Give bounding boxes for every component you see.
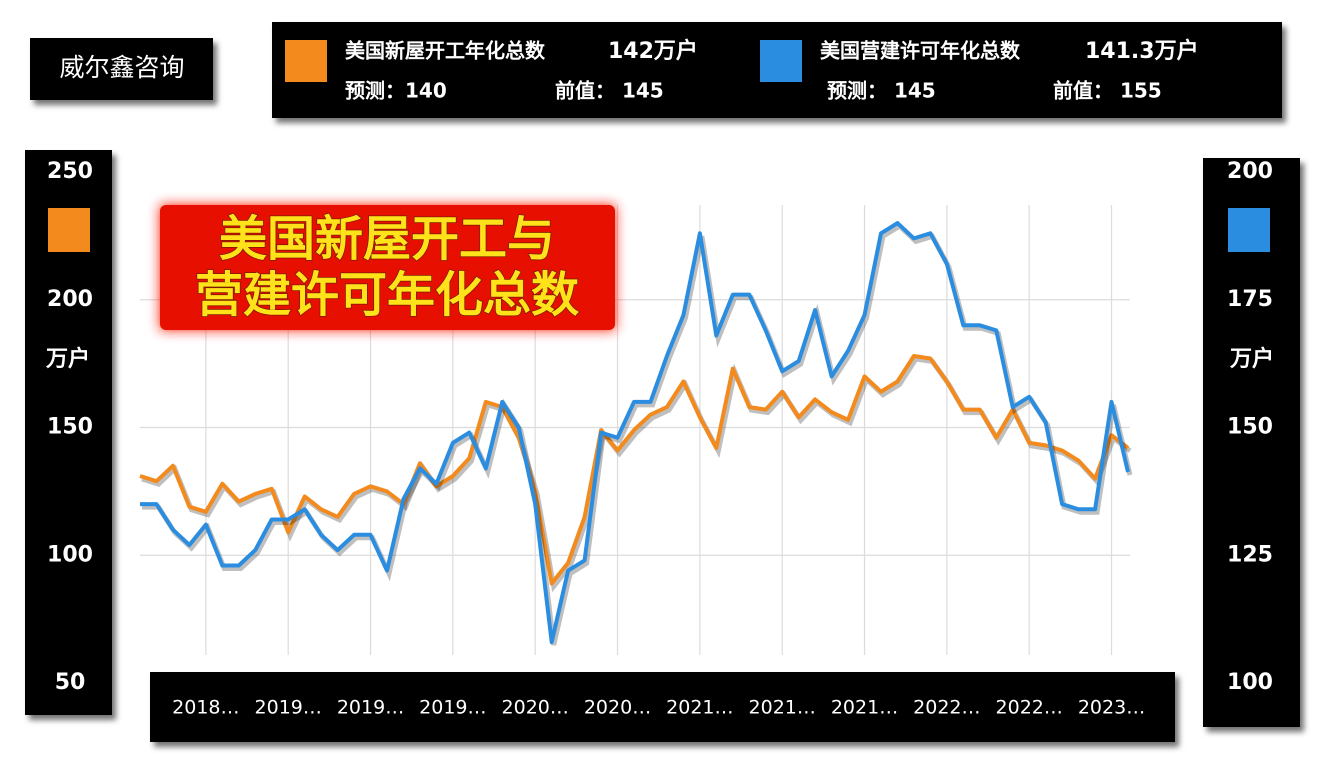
legend-label: 美国营建许可年化总数 xyxy=(820,39,1021,63)
forecast: 预测： 145 xyxy=(827,79,936,103)
legend-swatch xyxy=(760,40,802,82)
y-tick-label: 250 xyxy=(47,159,93,184)
headline-value: 142万户 xyxy=(608,38,698,64)
previous: 前值： 155 xyxy=(1053,79,1162,103)
right-axis-panel xyxy=(1203,158,1300,727)
y-unit: 万户 xyxy=(45,346,90,372)
title-box xyxy=(160,205,615,330)
x-tick-label: 2021… xyxy=(666,697,733,719)
series-line xyxy=(140,221,1130,645)
y-tick-label: 100 xyxy=(47,542,93,567)
y2-tick-label: 100 xyxy=(1227,670,1273,695)
x-tick-label: 2021… xyxy=(749,697,816,719)
y-tick-label: 200 xyxy=(47,287,93,312)
tick-layer: 50 100 150 200 250 100 125 150 175 200 2018… 2019… 2… xyxy=(47,159,1273,719)
x-tick-label: 2019… xyxy=(419,697,486,719)
chart-title: 营建许可年化总数 xyxy=(195,267,579,323)
legend-swatch xyxy=(285,40,327,82)
y2-unit: 万户 xyxy=(1229,346,1274,372)
x-tick-label: 2020… xyxy=(502,697,569,719)
x-tick-label: 2019… xyxy=(255,697,322,719)
headline-value: 141.3万户 xyxy=(1085,38,1199,64)
y-tick-label: 50 xyxy=(55,670,86,695)
x-tick-label: 2018… xyxy=(172,697,239,719)
x-tick-label: 2022… xyxy=(996,697,1063,719)
x-tick-label: 2019… xyxy=(337,697,404,719)
forecast: 预测：140 xyxy=(345,79,447,103)
source-box xyxy=(30,38,213,100)
x-tick-label: 2022… xyxy=(913,697,980,719)
y2-tick-label: 150 xyxy=(1227,415,1273,440)
series-line xyxy=(139,354,1130,586)
legend-label: 美国新屋开工年化总数 xyxy=(345,39,546,63)
axis-swatch xyxy=(48,208,90,252)
y-tick-label: 150 xyxy=(47,415,93,440)
x-axis-panel xyxy=(150,672,1175,742)
axis-swatch xyxy=(1228,208,1270,252)
y2-tick-label: 125 xyxy=(1227,542,1273,567)
x-tick-label: 2020… xyxy=(584,697,651,719)
x-tick-label: 2023… xyxy=(1078,697,1145,719)
x-tick-label: 2021… xyxy=(831,697,898,719)
chart-title: 美国新屋开工与 xyxy=(219,211,555,267)
y2-tick-label: 200 xyxy=(1227,159,1273,184)
previous: 前值： 145 xyxy=(555,79,664,103)
line-shadow xyxy=(141,356,1132,593)
source: 威尔鑫咨询 xyxy=(59,53,184,82)
line-layer xyxy=(139,221,1133,646)
y2-tick-label: 175 xyxy=(1227,287,1273,312)
